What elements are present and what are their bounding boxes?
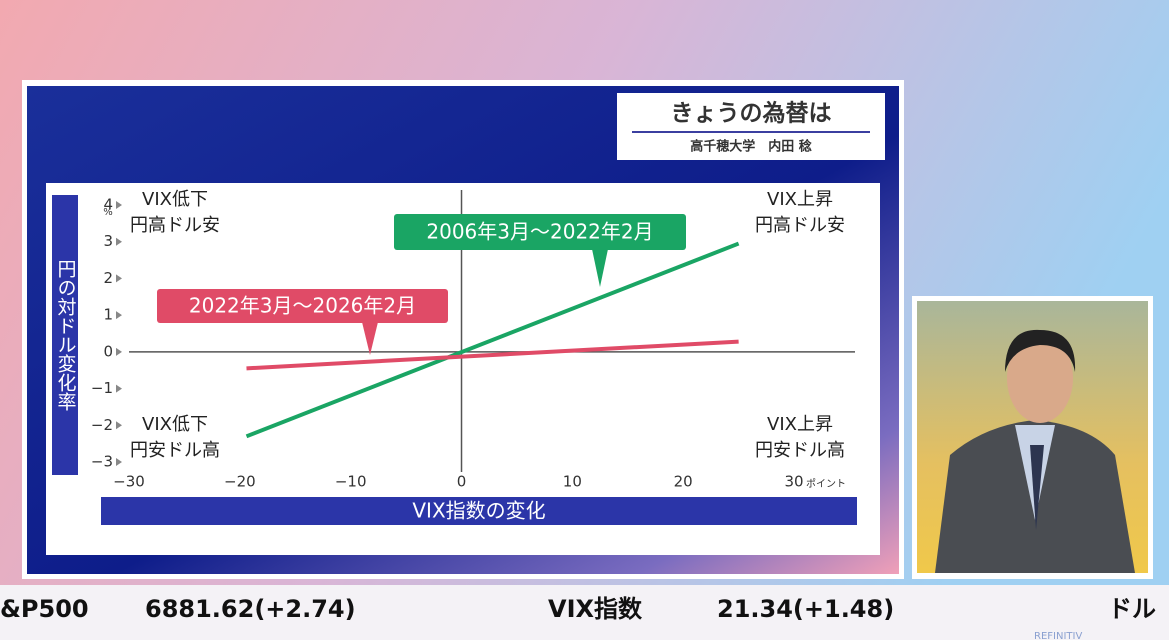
header-title: きょうの為替は	[671, 100, 832, 127]
header-box	[617, 93, 885, 160]
x-tick-label: 30	[784, 473, 803, 491]
x-tick-label: −10	[335, 473, 367, 491]
callout-tail	[592, 249, 608, 287]
y-tick-mark	[116, 347, 122, 356]
y-tick-mark	[116, 311, 122, 320]
y-tick-mark	[116, 421, 122, 430]
y-tick-label: −3	[91, 453, 113, 471]
presenter-tie	[1030, 445, 1044, 530]
y-tick-label: 1	[103, 306, 113, 324]
y-tick-label: 2	[103, 269, 113, 287]
y-tick-label: 0	[103, 342, 113, 360]
quadrant-annotation: 円安ドル高	[755, 440, 845, 461]
x-unit: ポイント	[806, 478, 846, 490]
presenter-hair	[1005, 329, 1076, 372]
y-tick-label: 4	[103, 196, 113, 214]
ticker-item: VIX指数	[548, 595, 643, 623]
y-tick-label: 3	[103, 232, 113, 250]
x-tick-label: 10	[563, 473, 582, 491]
y-tick-mark	[116, 458, 122, 466]
callout-box	[394, 214, 686, 250]
quadrant-annotation: 円安ドル高	[130, 440, 220, 461]
y-label-box	[52, 195, 78, 475]
y-tick-mark	[116, 384, 122, 393]
series-line	[246, 339, 739, 371]
provider: REFINITIV	[1034, 631, 1082, 640]
x-label-box	[101, 497, 857, 525]
callout-box	[157, 289, 448, 323]
ticker-item: &P500	[0, 595, 89, 623]
y-tick-label: −2	[91, 416, 113, 434]
x-tick-label: −20	[224, 473, 256, 491]
y-tick-mark	[116, 274, 122, 283]
y-tick-mark	[116, 201, 122, 209]
x-axis-label: VIX指数の変化	[412, 499, 545, 523]
quadrant-annotation: VIX低下	[142, 189, 208, 210]
presenter-face	[1007, 333, 1073, 423]
ticker-bar	[0, 585, 1169, 640]
x-tick-label: 20	[674, 473, 693, 491]
ticker-item: 6881.62(+2.74)	[145, 595, 356, 623]
quadrant-annotation: VIX上昇	[767, 189, 833, 210]
quadrant-annotation: VIX低下	[142, 414, 208, 435]
y-tick-label: −1	[91, 379, 113, 397]
legend-label: 2022年3月～2026年2月	[189, 294, 416, 318]
x-tick-label: 0	[457, 473, 467, 491]
ticker-item: ドル	[1108, 595, 1156, 623]
quadrant-annotation: 円高ドル安	[755, 215, 845, 236]
y-unit: %	[103, 207, 113, 218]
quadrant-annotation: 円高ドル安	[130, 215, 220, 236]
presenter: 高千穂大学 内田 稔	[690, 139, 812, 155]
legend-label: 2006年3月～2022年2月	[426, 220, 653, 244]
series-line	[245, 241, 740, 439]
quadrant-annotation: VIX上昇	[767, 414, 833, 435]
ticker-item: 21.34(+1.48)	[717, 595, 894, 623]
x-tick-label: −30	[113, 473, 145, 491]
y-axis-label: 円の対ドル変化率	[55, 259, 77, 411]
callout-tail	[362, 322, 378, 355]
y-tick-mark	[116, 237, 122, 246]
